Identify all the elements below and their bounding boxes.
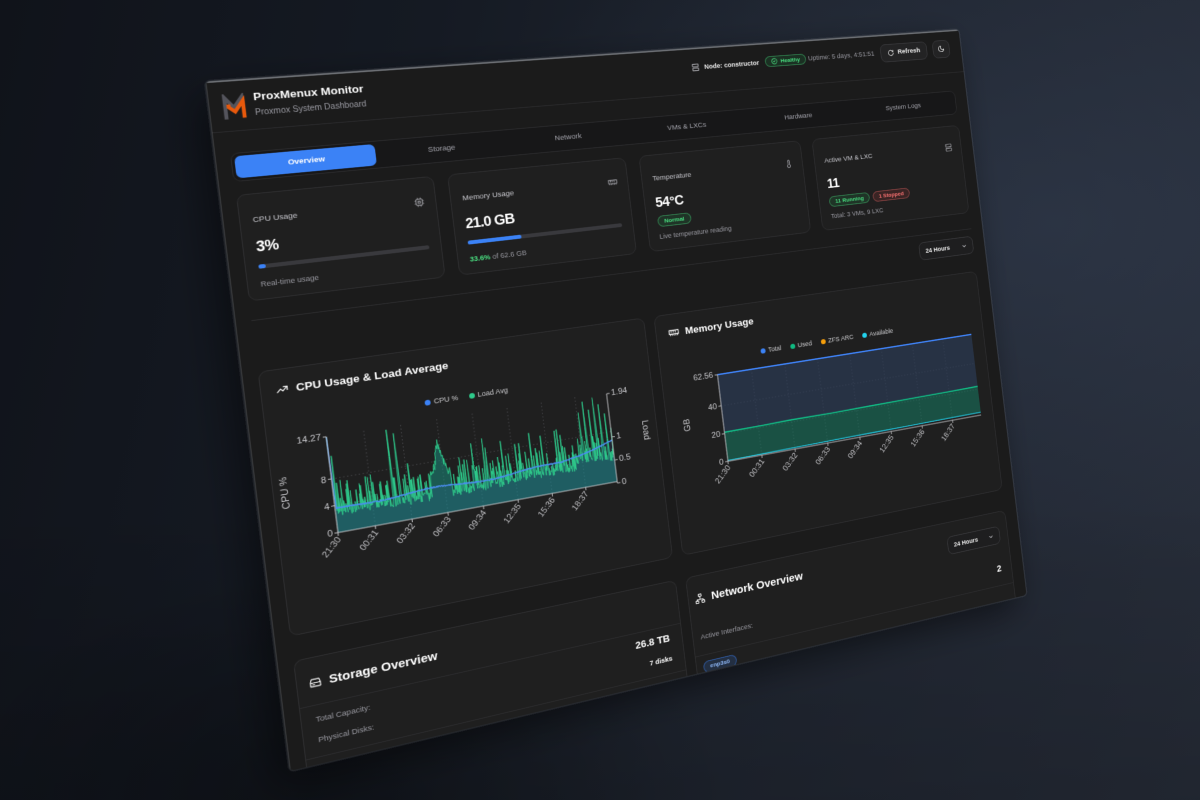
svg-text:21:30: 21:30 [714,463,733,485]
svg-text:21:30: 21:30 [320,535,344,560]
svg-text:15:36: 15:36 [536,496,557,519]
svg-text:03:32: 03:32 [395,522,418,546]
svg-text:4: 4 [324,502,331,513]
svg-text:06:33: 06:33 [814,445,832,467]
svg-text:15:36: 15:36 [909,428,926,449]
svg-text:CPU %: CPU % [277,476,293,510]
svg-text:03:32: 03:32 [781,451,799,472]
svg-text:20: 20 [711,430,721,441]
svg-text:0: 0 [719,458,725,468]
svg-text:14.27: 14.27 [296,433,321,447]
svg-text:12:35: 12:35 [502,502,524,526]
svg-text:40: 40 [708,403,718,413]
svg-text:0.5: 0.5 [619,453,632,464]
svg-text:8: 8 [320,475,327,486]
svg-text:0: 0 [327,529,334,540]
svg-text:12:35: 12:35 [878,433,896,454]
svg-text:1.94: 1.94 [611,386,629,398]
svg-text:00:31: 00:31 [748,457,767,479]
svg-text:1: 1 [616,431,622,441]
svg-text:00:31: 00:31 [358,528,381,553]
svg-text:0: 0 [621,477,627,487]
svg-text:62.56: 62.56 [693,371,714,383]
svg-text:09:34: 09:34 [467,508,489,532]
svg-text:18:37: 18:37 [570,490,591,513]
svg-text:18:37: 18:37 [940,422,957,442]
svg-text:Load: Load [639,419,651,441]
svg-text:06:33: 06:33 [431,515,453,539]
svg-text:09:34: 09:34 [847,439,865,460]
svg-text:GB: GB [682,418,693,432]
